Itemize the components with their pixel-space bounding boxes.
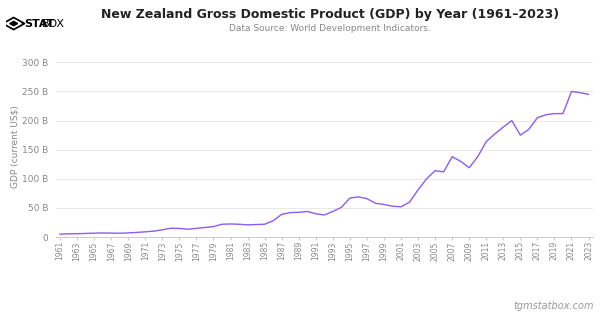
Polygon shape <box>6 19 21 28</box>
Y-axis label: GDP (current US$): GDP (current US$) <box>10 106 19 188</box>
Text: tgmstatbox.com: tgmstatbox.com <box>514 301 594 311</box>
Text: New Zealand Gross Domestic Product (GDP) by Year (1961–2023): New Zealand Gross Domestic Product (GDP)… <box>101 8 559 21</box>
Text: Data Source: World Development Indicators.: Data Source: World Development Indicator… <box>229 24 431 33</box>
Polygon shape <box>10 21 17 26</box>
Text: STAT: STAT <box>24 19 54 29</box>
Polygon shape <box>2 17 25 30</box>
Text: BOX: BOX <box>42 19 65 29</box>
